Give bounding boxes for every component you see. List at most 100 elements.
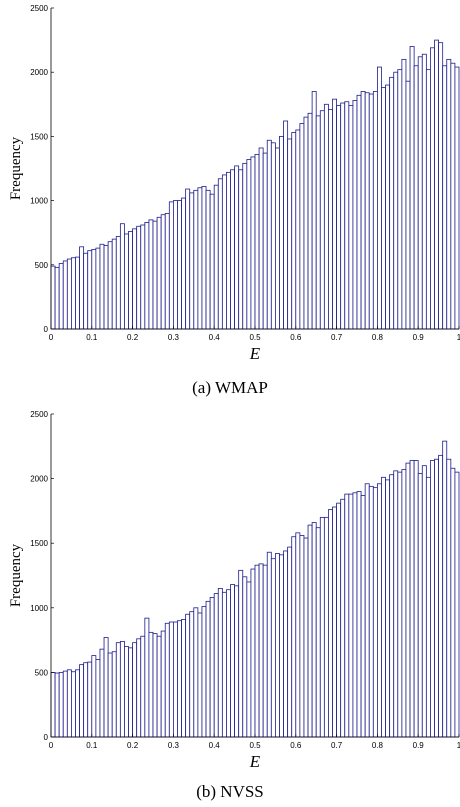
nvss-bars [50,440,460,738]
nvss-bar [193,607,199,738]
wmap-bar [246,159,252,330]
nvss-bar [181,619,187,738]
nvss-bar [221,591,227,738]
nvss-y-tick-label: 2000 [30,475,48,484]
wmap-bar [185,188,191,330]
wmap-x-tick-label: 0.7 [331,333,343,342]
nvss-bar [242,576,248,738]
nvss-bar [425,476,431,738]
wmap-bar [128,231,134,330]
wmap-bar [283,120,289,330]
histogram-wmap: 0 0.1 0.2 0.3 0.4 0.5 0.6 0.7 0.8 0.9 1 0 500 1000 150… [8,4,460,363]
nvss-bar [50,671,56,738]
nvss-bar [54,672,60,738]
wmap-bar [385,84,391,330]
nvss-x-tick-label: 0.4 [209,741,221,750]
nvss-bar [258,563,264,738]
wmap-bar [266,139,272,330]
wmap-bar [201,186,207,330]
caption-nvss: (b) NVSS [196,782,264,801]
wmap-x-tick-label: 0.5 [249,333,261,342]
nvss-x-tick-label: 0.7 [331,741,343,750]
nvss-y-tick-label: 500 [35,668,49,677]
wmap-y-tick-label: 0 [44,325,49,334]
wmap-bar [144,222,150,330]
wmap-x-tick-label: 0.1 [86,333,98,342]
nvss-bar [58,671,64,738]
wmap-bar [295,129,301,330]
nvss-bar [364,483,370,738]
wmap-bar [209,193,215,330]
nvss-bar [160,630,166,738]
nvss-bar [356,491,362,738]
wmap-bar [87,250,93,330]
nvss-y-tick-label: 1000 [30,604,48,613]
wmap-bar [319,110,325,330]
wmap-bar [287,138,293,330]
nvss-bar [319,516,325,738]
wmap-bar [152,220,158,330]
nvss-bar [348,493,354,738]
nvss-bar [291,536,297,738]
wmap-bar [368,93,374,330]
nvss-bar [352,492,358,738]
wmap-bar [71,257,76,330]
wmap-bar [274,147,280,330]
wmap-bar [91,248,97,330]
nvss-bar [148,631,154,738]
nvss-bar [132,642,138,738]
nvss-bar [197,612,203,738]
wmap-bar [177,200,182,330]
nvss-bar [213,593,219,738]
wmap-y-tick-label: 1500 [30,132,48,141]
nvss-bar [279,554,284,738]
nvss-bar [238,569,244,738]
nvss-x-tick-label: 0.5 [249,741,261,750]
wmap-bar [344,101,350,330]
nvss-bar [71,671,76,738]
nvss-bar [226,589,231,738]
wmap-bar [421,53,427,330]
wmap-bar [164,213,170,330]
wmap-bar [332,98,337,330]
wmap-bar [413,65,419,330]
nvss-bar [376,483,382,738]
nvss-bar [111,651,117,738]
nvss-bar [75,669,80,738]
nvss-bar [217,588,223,738]
nvss-bar [103,637,109,738]
wmap-bar [405,80,411,330]
nvss-bar [401,469,407,738]
wmap-y-tick-label: 1000 [30,197,48,206]
nvss-bar [438,454,444,738]
wmap-bar [221,174,227,330]
histogram-panel-wmap: 0 0.1 0.2 0.3 0.4 0.5 0.6 0.7 0.8 0.9 1 0 500 1000 150… [0,0,460,403]
nvss-bar [389,474,395,738]
wmap-bar [393,71,399,330]
nvss-x-tick-label: 0.6 [290,741,302,750]
nvss-bar [209,597,215,738]
nvss-bar [185,613,191,738]
nvss-bar [168,621,174,738]
wmap-bar [348,105,354,330]
caption-wmap: (a) WMAP [192,378,268,397]
wmap-bar [311,91,317,330]
nvss-bar [172,621,178,738]
nvss-bar [307,524,313,738]
wmap-bar [454,66,460,330]
wmap-bar [148,219,154,330]
nvss-bar [189,611,195,738]
nvss-bar [405,462,411,738]
wmap-x-tick-label: 0.8 [372,333,384,342]
wmap-bar [160,214,166,330]
wmap-bar [54,266,60,330]
nvss-bar [262,564,268,738]
wmap-bar [352,100,358,330]
wmap-bar [315,115,321,330]
histogram-nvss: 0 0.1 0.2 0.3 0.4 0.5 0.6 0.7 0.8 0.9 1 0 500 1000 150… [8,410,460,771]
wmap-bar [430,47,435,330]
wmap-bar [124,233,129,330]
wmap-bar [360,91,366,330]
wmap-bar [262,152,268,330]
nvss-bar [287,546,293,738]
